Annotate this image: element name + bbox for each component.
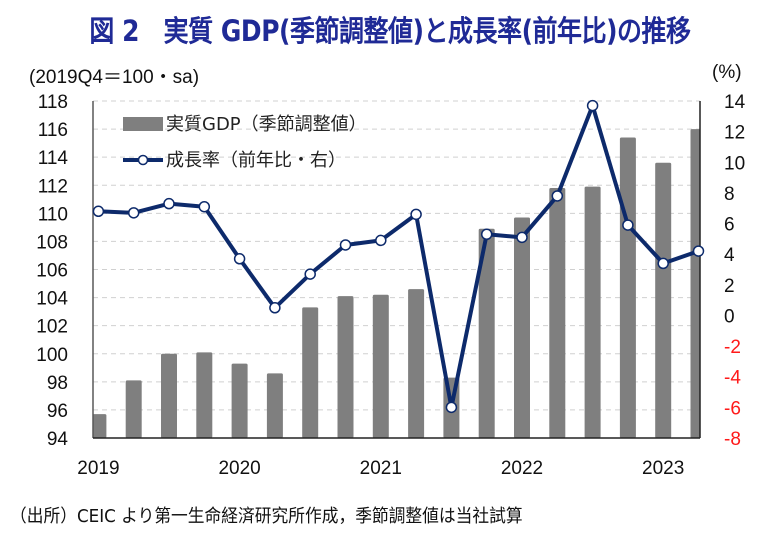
right-tick-label: 4 [724, 245, 735, 266]
gdp-bars [93, 129, 700, 438]
growth-point-2021Q4 [480, 228, 493, 241]
left-axis-ticks: 118 116 114 112 110 108 106 104 102 100 98 96 94 [36, 92, 68, 450]
gdp-bar-2020Q2 [266, 373, 283, 438]
growth-point-2019Q2 [127, 207, 140, 219]
growth-point-2019Q3 [163, 197, 175, 210]
growth-point-2019Q1 [92, 205, 105, 218]
left-tick-label: 102 [36, 317, 68, 338]
left-axis-unit-label: (2019Q4＝100・sa) [29, 67, 200, 88]
left-tick-label: 106 [36, 261, 68, 282]
gdp-bar-2019Q1 [93, 414, 107, 438]
left-tick-label: 100 [36, 345, 68, 366]
gdp-bar-2020Q1 [231, 363, 248, 438]
left-tick-label: 112 [38, 176, 68, 197]
growth-point-2021Q1 [375, 234, 387, 247]
right-tick-label: -8 [724, 429, 741, 450]
right-tick-label: 12 [724, 123, 745, 144]
growth-point-2020Q1 [233, 253, 246, 265]
x-tick-label: 2019 [77, 458, 119, 479]
growth-point-2020Q3 [304, 268, 316, 280]
right-tick-label: 0 [724, 306, 735, 327]
left-tick-label: 108 [36, 232, 68, 253]
left-tick-label: 96 [47, 401, 68, 422]
growth-point-2020Q4 [339, 239, 352, 251]
left-tick-label: 114 [38, 148, 69, 169]
gdp-bar-2019Q4 [196, 352, 213, 438]
right-axis-ticks: 14 12 10 8 6 4 2 0 -2 -4 -6 -8 [724, 92, 746, 450]
growth-point-2022Q1 [516, 231, 528, 244]
right-tick-label: 2 [724, 276, 735, 297]
right-axis-unit-label: (%) [712, 62, 742, 83]
growth-point-2022Q3 [586, 99, 599, 112]
legend-swatch-growth-marker [137, 154, 149, 166]
growth-point-2023Q1 [657, 257, 669, 270]
legend-swatch-gdp [123, 117, 163, 131]
gdp-bar-2019Q3 [161, 353, 177, 438]
left-tick-label: 98 [47, 373, 68, 394]
left-tick-label: 118 [38, 92, 68, 113]
x-tick-label: 2020 [218, 458, 260, 479]
gdp-bar-2023Q1 [655, 162, 672, 438]
growth-line [92, 99, 705, 414]
gdp-bar-2021Q4 [478, 228, 495, 438]
gdp-bar-2022Q3 [584, 186, 601, 438]
gdp-bar-2021Q1 [372, 294, 389, 438]
gdp-bar-2023Q2 [690, 129, 700, 438]
left-tick-label: 104 [36, 289, 68, 310]
growth-point-2020Q2 [269, 302, 281, 314]
legend-label-growth: 成長率（前年比・右） [166, 150, 346, 171]
right-tick-label: -6 [724, 398, 741, 419]
right-tick-label: 6 [724, 215, 735, 236]
left-tick-label: 116 [38, 120, 68, 141]
gdp-bar-2022Q4 [619, 137, 636, 438]
x-tick-label: 2021 [360, 458, 402, 479]
source-note: （出所）CEIC より第一生命経済研究所作成，季節調整値は当社試算 [10, 506, 523, 527]
left-tick-label: 94 [47, 429, 69, 450]
gdp-bar-2019Q2 [125, 380, 142, 438]
x-axis-labels: 2019 2020 2021 2022 2023 [77, 458, 684, 479]
legend-label-gdp: 実質GDP（季節調整値） [166, 114, 367, 135]
chart-title: 図 2 実質 GDP(季節調整値)と成長率(前年比)の推移 [89, 14, 691, 48]
gdp-bar-2020Q4 [337, 296, 354, 438]
growth-point-2019Q4 [198, 200, 211, 213]
growth-point-2021Q2 [410, 208, 422, 221]
right-tick-label: 8 [724, 184, 735, 205]
gdp-bar-2022Q2 [549, 188, 566, 438]
growth-point-2023Q2 [692, 245, 705, 257]
x-tick-label: 2022 [501, 458, 543, 479]
left-tick-label: 110 [38, 204, 68, 225]
growth-point-2022Q4 [622, 219, 634, 231]
axes [92, 101, 701, 439]
gdp-bar-2020Q3 [302, 307, 319, 438]
gridlines [93, 100, 700, 411]
right-tick-label: -4 [724, 368, 741, 389]
gdp-bar-2022Q1 [514, 217, 530, 438]
growth-line-path [98, 103, 700, 410]
right-tick-label: 14 [724, 92, 746, 113]
growth-point-2021Q3 [445, 401, 458, 414]
right-tick-label: -2 [724, 337, 741, 358]
growth-point-2022Q2 [551, 190, 564, 202]
x-tick-label: 2023 [642, 458, 684, 479]
gdp-bar-2021Q2 [408, 289, 425, 438]
legend: 実質GDP（季節調整値） 成長率（前年比・右） [123, 114, 367, 171]
right-tick-label: 10 [724, 153, 745, 174]
